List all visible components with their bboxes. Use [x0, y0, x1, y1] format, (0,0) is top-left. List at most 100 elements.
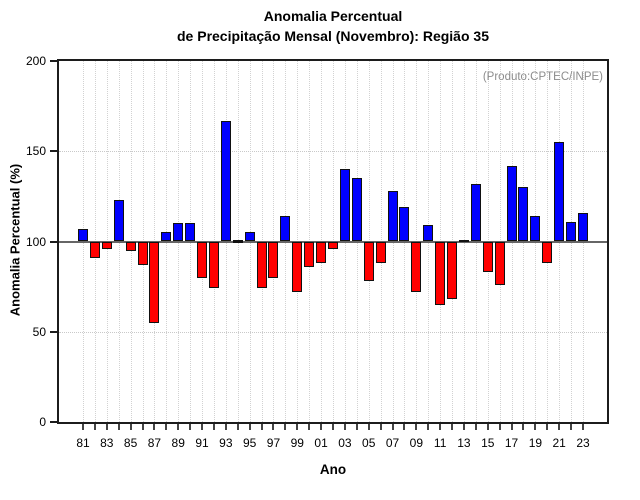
x-tick-label: 83	[100, 436, 114, 450]
bar-2010	[423, 225, 434, 242]
bar-2012	[447, 241, 458, 300]
bar-1996	[256, 241, 267, 289]
x-tick-label: 99	[290, 436, 304, 450]
bar-1993	[220, 120, 231, 242]
x-axis-tick	[558, 424, 561, 430]
x-tick-label: 21	[552, 436, 566, 450]
x-axis-tick	[117, 424, 120, 430]
x-axis-tick	[212, 424, 215, 430]
y-tick-label: 200	[25, 54, 46, 68]
x-axis-tick	[129, 424, 132, 430]
bar-2000	[304, 241, 315, 267]
x-axis-tick	[153, 424, 156, 430]
x-axis-tick	[201, 424, 204, 430]
y-axis-tick	[50, 330, 57, 333]
x-axis-tick	[427, 424, 430, 430]
x-axis-tick	[391, 424, 394, 430]
bar-1997	[268, 241, 279, 278]
source-annotation: (Produto:CPTEC/INPE)	[482, 71, 603, 83]
x-axis-tick	[439, 424, 442, 430]
x-tick-label: 03	[338, 436, 352, 450]
x-tick-label: 87	[147, 436, 162, 450]
x-axis-tick	[93, 424, 96, 430]
x-tick-label: 85	[123, 436, 138, 450]
y-tick-label: 150	[25, 144, 46, 159]
x-tick-label: 05	[362, 436, 376, 450]
x-tick-label: 97	[266, 436, 281, 450]
x-axis-tick	[236, 424, 239, 430]
x-axis-tick	[177, 424, 180, 430]
bar-2019	[530, 216, 541, 242]
x-axis-tick	[320, 424, 323, 430]
bar-2009	[411, 241, 422, 293]
bar-2014	[470, 183, 481, 242]
x-tick-label: 01	[314, 436, 328, 450]
y-tick-label: 50	[32, 324, 46, 339]
x-tick-label: 95	[242, 436, 257, 450]
bar-1987	[149, 241, 160, 323]
bar-1983	[101, 241, 112, 249]
bar-2003	[339, 169, 350, 242]
x-axis-tick	[308, 424, 311, 430]
x-axis-tick	[189, 424, 192, 430]
x-axis-tick	[82, 424, 84, 430]
bar-2006	[375, 241, 386, 264]
x-axis-tick	[498, 424, 501, 430]
bar-1982	[89, 241, 100, 258]
x-axis-tick	[474, 424, 477, 430]
x-axis-tick	[534, 424, 537, 430]
x-axis-tick	[510, 424, 513, 430]
x-axis-tick	[462, 424, 465, 430]
bar-2023	[578, 212, 588, 242]
bar-1989	[173, 223, 184, 242]
bar-1995	[244, 232, 255, 242]
x-tick-label: 23	[576, 436, 590, 450]
x-axis-tick	[403, 424, 406, 430]
x-axis-tick	[272, 424, 275, 430]
bar-1999	[292, 241, 303, 293]
y-axis-tick	[50, 60, 57, 62]
plot-area: (Produto:CPTEC/INPE)	[57, 59, 609, 424]
y-axis-tick	[50, 150, 57, 153]
chart-title-line2: de Precipitação Mensal (Novembro): Regiã…	[177, 28, 489, 44]
x-axis-tick	[343, 424, 346, 430]
bar-2018	[518, 187, 529, 242]
bar-2017	[506, 165, 517, 242]
bar-2020	[542, 241, 553, 264]
x-axis-tick	[165, 424, 168, 430]
x-axis-tick	[415, 424, 418, 430]
bar-2013	[458, 239, 469, 242]
bar-1984	[113, 199, 124, 242]
bar-1986	[137, 241, 148, 265]
x-tick-label: 17	[504, 436, 519, 450]
bar-1985	[125, 241, 136, 251]
x-axis-tick	[296, 424, 299, 430]
bar-1991	[197, 241, 208, 278]
chart-title: Anomalia Percentual de Precipitação Mens…	[26, 6, 640, 46]
x-tick-label: 81	[76, 436, 90, 450]
x-tick-label: 89	[171, 436, 185, 450]
x-axis-tick	[141, 424, 144, 430]
x-tick-label: 07	[385, 436, 400, 450]
x-axis-tick	[105, 424, 108, 430]
bar-2011	[435, 241, 446, 305]
x-tick-label: 93	[219, 436, 233, 450]
x-axis-tick	[367, 424, 370, 430]
x-tick-label: 15	[481, 436, 495, 450]
bar-1998	[280, 216, 291, 242]
bar-2015	[482, 241, 493, 273]
x-tick-label: 13	[457, 436, 471, 450]
y-axis-tick	[50, 240, 57, 243]
x-axis-tick	[451, 424, 454, 430]
x-axis-tick	[582, 424, 584, 430]
x-axis-tick	[332, 424, 334, 430]
x-tick-label: 09	[409, 436, 423, 450]
bar-2001	[316, 241, 327, 264]
bar-1988	[161, 232, 172, 242]
bar-2002	[328, 241, 338, 249]
x-tick-label: 91	[195, 436, 209, 450]
y-tick-label: 0	[39, 415, 46, 429]
x-axis-tick	[355, 424, 358, 430]
x-axis-title: Ano	[319, 462, 347, 477]
